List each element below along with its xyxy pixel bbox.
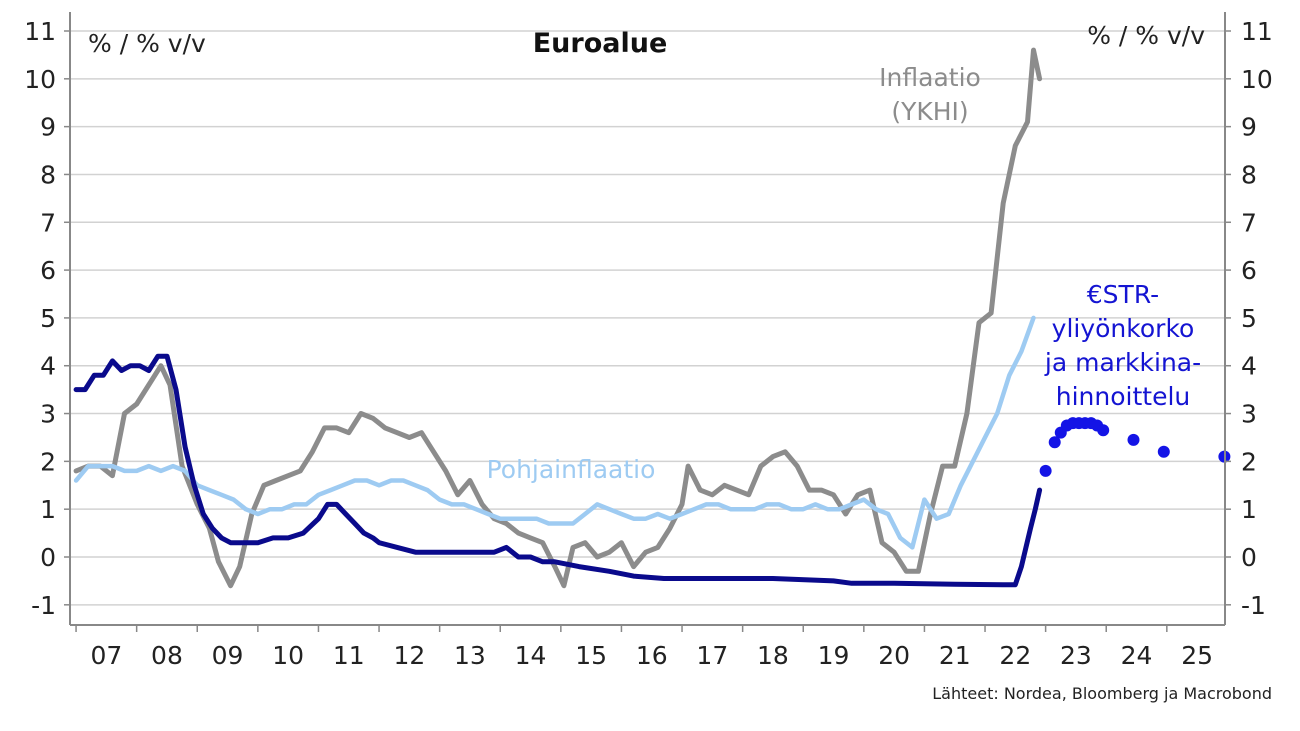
x-tick-label: 09 (212, 641, 244, 670)
y-tick-label-right: 0 (1241, 543, 1257, 572)
series-line (73, 315, 1036, 550)
y-tick-label-left: 9 (40, 113, 56, 142)
y-tick-label-left: 0 (40, 543, 56, 572)
annotation-core: Pohjainflaatio (487, 455, 656, 484)
y-tick-label-right: 1 (1241, 495, 1257, 524)
x-tick-label: 08 (151, 641, 183, 670)
gridlines (70, 30, 1225, 606)
x-tick-label: 19 (818, 641, 850, 670)
annotation-estr: yliyönkorko (1052, 314, 1195, 343)
y-tick-label-right: 9 (1241, 113, 1257, 142)
y-tick-label-right: 11 (1241, 17, 1273, 46)
annotation-estr: €STR- (1087, 280, 1159, 309)
annotation-estr: hinnoittelu (1056, 382, 1191, 411)
y-tick-label-right: -1 (1241, 591, 1266, 620)
y-tick-label-left: 1 (40, 495, 56, 524)
y-axis-unit-right: % / % v/v (1087, 21, 1205, 50)
y-tick-label-left: 4 (40, 352, 56, 381)
x-tick-label: 15 (575, 641, 607, 670)
y-tick-label-left: 7 (40, 208, 56, 237)
y-tick-label-right: 2 (1241, 447, 1257, 476)
y-tick-label-right: 3 (1241, 400, 1257, 429)
source-note: Lähteet: Nordea, Bloomberg ja Macrobond (932, 684, 1272, 703)
y-tick-label-left: 2 (40, 447, 56, 476)
annotation-estr: ja markkina- (1044, 348, 1201, 377)
x-tick-label: 17 (696, 641, 728, 670)
x-tick-label: 12 (393, 641, 425, 670)
x-tick-label: 10 (272, 641, 304, 670)
x-tick-label: 07 (90, 641, 122, 670)
series-layer (73, 47, 1231, 589)
annotation-inflation: Inflaatio (879, 63, 981, 92)
y-tick-label-right: 6 (1241, 256, 1257, 285)
y-tick-label-right: 4 (1241, 352, 1257, 381)
data-point (1097, 424, 1110, 437)
y-axis-unit-left: % / % v/v (88, 29, 206, 58)
y-tick-label-right: 7 (1241, 208, 1257, 237)
y-tick-label-left: 11 (24, 17, 56, 46)
series-line (73, 353, 1043, 588)
data-point (1039, 464, 1052, 477)
data-point (1127, 433, 1140, 446)
x-tick-label: 14 (515, 641, 547, 670)
x-tick-label: 23 (1060, 641, 1092, 670)
y-tick-label-right: 10 (1241, 65, 1273, 94)
y-tick-label-left: 6 (40, 256, 56, 285)
annotation-inflation: (YKHI) (891, 97, 968, 126)
series-line (73, 47, 1043, 589)
y-tick-label-right: 8 (1241, 160, 1257, 189)
y-tick-label-right: 5 (1241, 304, 1257, 333)
data-point (1157, 445, 1170, 458)
x-tick-label: 22 (999, 641, 1031, 670)
x-tick-label: 11 (333, 641, 365, 670)
x-tick-label: 25 (1181, 641, 1213, 670)
chart-title: Euroalue (533, 28, 668, 59)
data-point (1048, 436, 1061, 449)
y-tick-label-left: -1 (31, 591, 56, 620)
annotations: Inflaatio (YKHI) Pohjainflaatio €STR-yliyön… (487, 63, 1202, 484)
x-tick-label: 13 (454, 641, 486, 670)
y-tick-label-left: 3 (40, 400, 56, 429)
x-tick-label: 20 (878, 641, 910, 670)
x-tick-label: 16 (636, 641, 668, 670)
y-tick-label-left: 10 (24, 65, 56, 94)
x-tick-label: 21 (939, 641, 971, 670)
x-tick-label: 18 (757, 641, 789, 670)
y-tick-label-left: 5 (40, 304, 56, 333)
x-tick-label: 24 (1121, 641, 1153, 670)
y-tick-label-left: 8 (40, 160, 56, 189)
